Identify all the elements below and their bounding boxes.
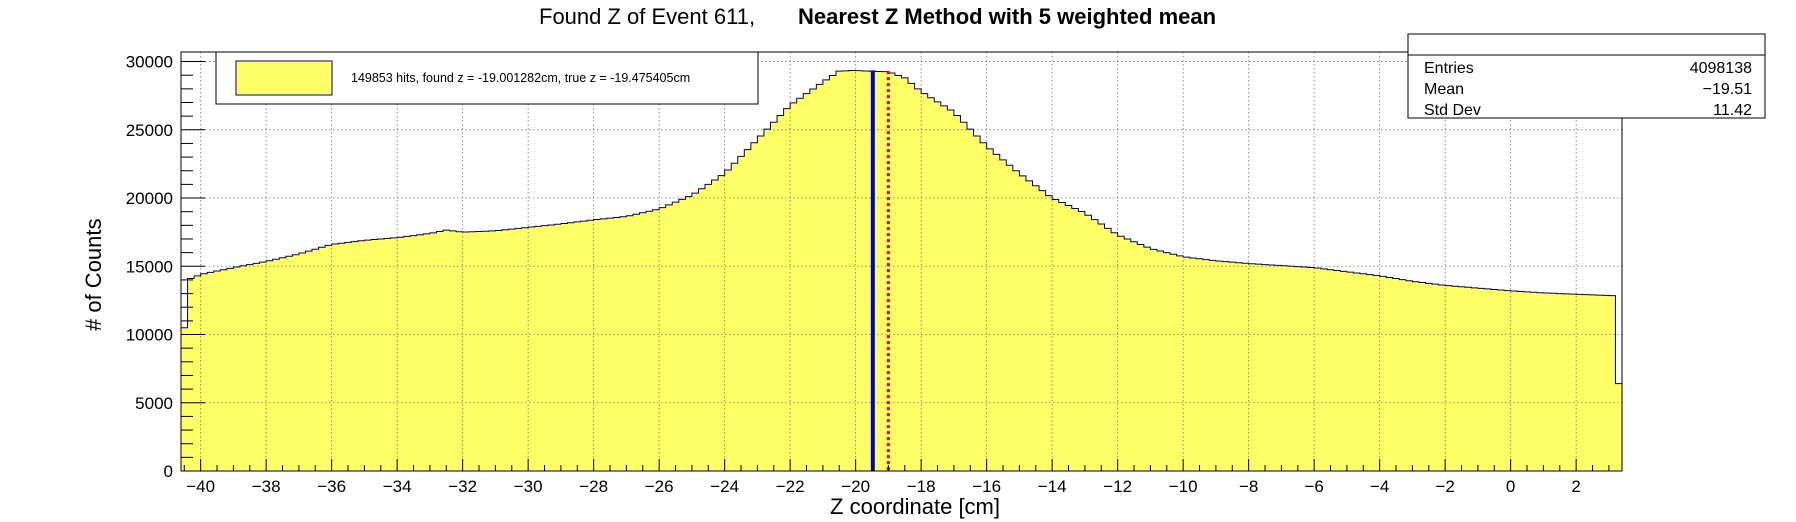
- y-tick-label: 0: [164, 462, 173, 481]
- x-tick-label: 2: [1571, 477, 1580, 496]
- chart-title-part2: Nearest Z Method with 5 weighted mean: [798, 4, 1216, 29]
- stats-label: Mean: [1424, 81, 1464, 98]
- y-axis-title: # of Counts: [81, 218, 106, 331]
- legend-swatch: [235, 60, 333, 96]
- histogram-outline: [180, 70, 1623, 471]
- x-tick-label: −8: [1239, 477, 1258, 496]
- y-tick-label: 25000: [126, 121, 173, 140]
- x-tick-label: −20: [841, 477, 870, 496]
- x-tick-label: −24: [710, 477, 739, 496]
- stats-label: Std Dev: [1424, 102, 1481, 119]
- x-axis-title: Z coordinate [cm]: [830, 494, 1000, 519]
- histogram-fill: [181, 70, 1622, 471]
- stats-value: −19.51: [1703, 81, 1752, 98]
- stats-value: 4098138: [1690, 60, 1752, 77]
- x-tick-label: −18: [907, 477, 936, 496]
- stats-box: Entries 4098138 Mean −19.51 Std Dev 11.42: [1407, 33, 1766, 119]
- grid-lines: [181, 52, 1622, 472]
- x-tick-label: −40: [186, 477, 215, 496]
- x-tick-label: −36: [317, 477, 346, 496]
- y-tick-label: 15000: [126, 257, 173, 276]
- x-tick-label: −16: [972, 477, 1001, 496]
- x-tick-label: 0: [1506, 477, 1515, 496]
- x-tick-label: −6: [1304, 477, 1323, 496]
- x-tick-label: −22: [776, 477, 805, 496]
- x-tick-label: −12: [1103, 477, 1132, 496]
- stats-rows: Entries 4098138 Mean −19.51 Std Dev 11.42: [1424, 60, 1752, 119]
- x-tick-label: −2: [1435, 477, 1454, 496]
- x-tick-label: −38: [252, 477, 281, 496]
- plot-frame: [180, 51, 1623, 472]
- x-tick-label: −10: [1169, 477, 1198, 496]
- legend-box: 149853 hits, found z = -19.001282cm, tru…: [215, 51, 759, 105]
- y-tick-label: 5000: [135, 394, 173, 413]
- legend-entry-text: 149853 hits, found z = -19.001282cm, tru…: [351, 71, 690, 85]
- x-tick-label: −14: [1038, 477, 1067, 496]
- y-axis-ticks: 0 5000 10000 15000 20000 25000 30000: [126, 53, 205, 481]
- x-tick-label: −34: [383, 477, 412, 496]
- x-axis-ticks: −40 −38 −36 −34 −32 −30 −28 −26 −24 −22 −20 −18 −16−…: [183, 459, 1610, 496]
- chart-title-part1: Found Z of Event 611,: [539, 4, 755, 29]
- stats-label: Entries: [1424, 60, 1474, 77]
- x-tick-label: −32: [448, 477, 477, 496]
- y-tick-label: 30000: [126, 53, 173, 72]
- stats-value: 11.42: [1713, 102, 1752, 119]
- y-tick-label: 10000: [126, 326, 173, 345]
- x-tick-label: −26: [645, 477, 674, 496]
- x-tick-label: −4: [1370, 477, 1389, 496]
- x-tick-label: −30: [514, 477, 543, 496]
- y-tick-label: 20000: [126, 189, 173, 208]
- x-tick-label: −28: [579, 477, 608, 496]
- plot-area: −40 −38 −36 −34 −32 −30 −28 −26 −24 −22 −20 −18 −16−…: [126, 51, 1623, 496]
